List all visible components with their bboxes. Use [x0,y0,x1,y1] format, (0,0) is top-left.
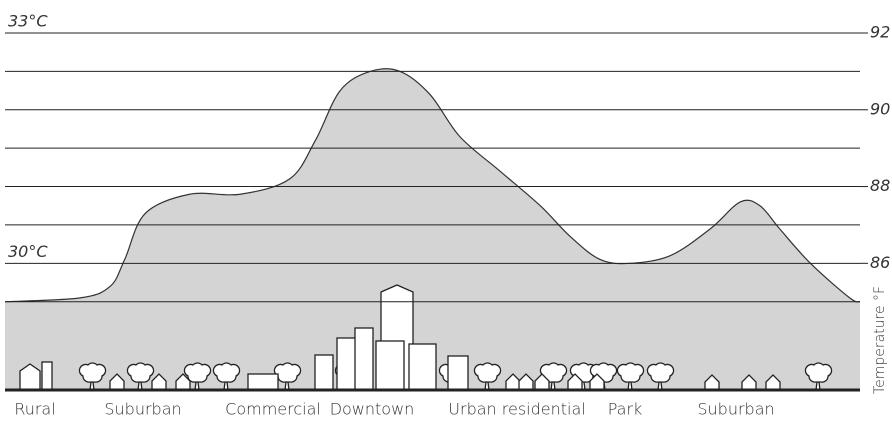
tree-icon [78,362,107,383]
building-icon [375,340,405,391]
temperature-area [5,68,860,390]
tree-icon [126,362,155,383]
tree-icon [273,362,302,383]
y-tick-label: 90 [870,99,890,118]
tree-icon [539,362,568,383]
region-label: Rural [14,400,55,419]
tree-icon [646,362,675,383]
tree-icon [616,362,645,383]
y-tick-label: 92 [870,23,890,42]
region-label: Park [608,400,643,419]
region-label: Urban residential [448,400,585,419]
building-icon [41,361,53,391]
region-label: Commercial [225,400,321,419]
temperature-curve [4,68,861,303]
region-label: Suburban [697,400,774,419]
tree-icon [183,362,212,383]
y-tick-label: 88 [870,176,890,195]
region-label: Suburban [104,400,181,419]
y-tick-label: 86 [870,253,890,272]
y-axis-title: Temperature °F [872,286,888,394]
land-use-icons [19,284,833,391]
celsius-label: 33°C [8,12,48,31]
tree-icon [473,362,502,383]
building-icon [408,343,437,391]
building-icon [314,354,334,391]
tree-icon [804,362,833,383]
building-icon [247,373,279,391]
celsius-label: 30°C [8,242,48,261]
building-icon [354,327,374,391]
region-label: Downtown [330,400,415,419]
plot-background [5,68,860,390]
building-icon [447,355,469,391]
tree-icon [212,362,241,383]
